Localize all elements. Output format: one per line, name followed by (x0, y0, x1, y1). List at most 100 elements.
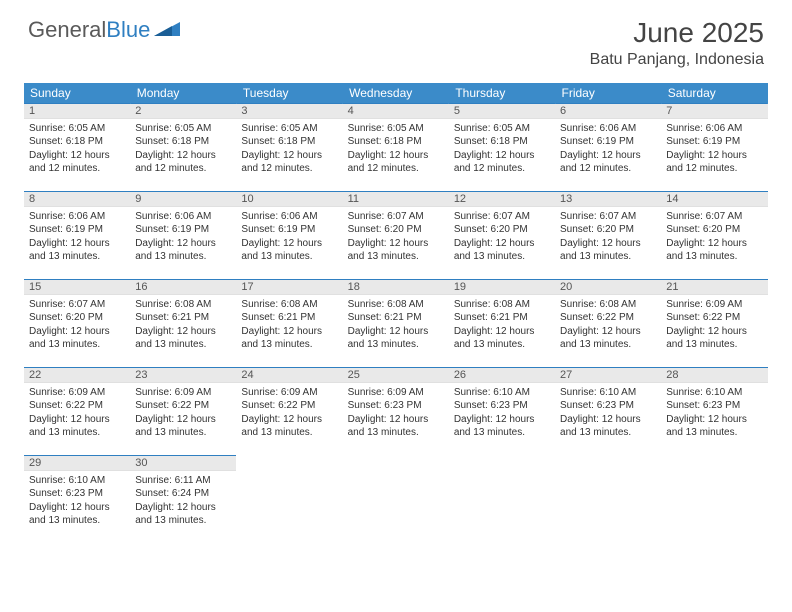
day-number: 14 (661, 192, 767, 207)
calendar-cell: 19Sunrise: 6:08 AMSunset: 6:21 PMDayligh… (449, 279, 555, 367)
logo-word1: General (28, 17, 106, 42)
day-body: Sunrise: 6:07 AMSunset: 6:20 PMDaylight:… (24, 295, 130, 356)
sunrise-line: Sunrise: 6:09 AM (135, 386, 231, 400)
sunrise-line: Sunrise: 6:06 AM (241, 210, 337, 224)
daylight-line: Daylight: 12 hours and 13 minutes. (454, 413, 550, 440)
sunset-line: Sunset: 6:21 PM (454, 311, 550, 325)
day-number: 12 (449, 192, 555, 207)
daylight-line: Daylight: 12 hours and 13 minutes. (135, 237, 231, 264)
calendar-cell: 25Sunrise: 6:09 AMSunset: 6:23 PMDayligh… (343, 367, 449, 455)
daylight-line: Daylight: 12 hours and 13 minutes. (560, 413, 656, 440)
day-body: Sunrise: 6:10 AMSunset: 6:23 PMDaylight:… (449, 383, 555, 444)
sunrise-line: Sunrise: 6:06 AM (560, 122, 656, 136)
daylight-line: Daylight: 12 hours and 13 minutes. (241, 413, 337, 440)
daylight-line: Daylight: 12 hours and 13 minutes. (666, 237, 762, 264)
day-body: Sunrise: 6:08 AMSunset: 6:21 PMDaylight:… (236, 295, 342, 356)
sunset-line: Sunset: 6:21 PM (241, 311, 337, 325)
sunrise-line: Sunrise: 6:10 AM (666, 386, 762, 400)
calendar-cell: 13Sunrise: 6:07 AMSunset: 6:20 PMDayligh… (555, 191, 661, 279)
day-body: Sunrise: 6:10 AMSunset: 6:23 PMDaylight:… (555, 383, 661, 444)
logo-text: GeneralBlue (28, 19, 150, 41)
day-number: 9 (130, 192, 236, 207)
sunrise-line: Sunrise: 6:07 AM (454, 210, 550, 224)
calendar-cell: 7Sunrise: 6:06 AMSunset: 6:19 PMDaylight… (661, 103, 767, 191)
sunset-line: Sunset: 6:20 PM (454, 223, 550, 237)
calendar-cell: 2Sunrise: 6:05 AMSunset: 6:18 PMDaylight… (130, 103, 236, 191)
calendar-cell (449, 455, 555, 543)
daylight-line: Daylight: 12 hours and 13 minutes. (454, 325, 550, 352)
sunrise-line: Sunrise: 6:08 AM (348, 298, 444, 312)
sunset-line: Sunset: 6:21 PM (348, 311, 444, 325)
calendar-week-row: 22Sunrise: 6:09 AMSunset: 6:22 PMDayligh… (24, 367, 768, 455)
weekday-header: Friday (555, 83, 661, 104)
logo-word2: Blue (106, 17, 150, 42)
sunrise-line: Sunrise: 6:10 AM (29, 474, 125, 488)
day-body: Sunrise: 6:09 AMSunset: 6:22 PMDaylight:… (661, 295, 767, 356)
sunrise-line: Sunrise: 6:09 AM (29, 386, 125, 400)
daylight-line: Daylight: 12 hours and 12 minutes. (348, 149, 444, 176)
calendar-cell (555, 455, 661, 543)
sunrise-line: Sunrise: 6:08 AM (241, 298, 337, 312)
day-body: Sunrise: 6:06 AMSunset: 6:19 PMDaylight:… (236, 207, 342, 268)
sunset-line: Sunset: 6:23 PM (454, 399, 550, 413)
day-body: Sunrise: 6:07 AMSunset: 6:20 PMDaylight:… (343, 207, 449, 268)
sunrise-line: Sunrise: 6:06 AM (29, 210, 125, 224)
weekday-header: Monday (130, 83, 236, 104)
day-body: Sunrise: 6:05 AMSunset: 6:18 PMDaylight:… (236, 119, 342, 180)
sunset-line: Sunset: 6:19 PM (241, 223, 337, 237)
day-body: Sunrise: 6:08 AMSunset: 6:21 PMDaylight:… (343, 295, 449, 356)
day-body: Sunrise: 6:08 AMSunset: 6:21 PMDaylight:… (449, 295, 555, 356)
sunset-line: Sunset: 6:18 PM (454, 135, 550, 149)
sunrise-line: Sunrise: 6:06 AM (135, 210, 231, 224)
day-number: 8 (24, 192, 130, 207)
calendar-cell: 14Sunrise: 6:07 AMSunset: 6:20 PMDayligh… (661, 191, 767, 279)
calendar-cell: 29Sunrise: 6:10 AMSunset: 6:23 PMDayligh… (24, 455, 130, 543)
daylight-line: Daylight: 12 hours and 13 minutes. (348, 325, 444, 352)
calendar-cell: 24Sunrise: 6:09 AMSunset: 6:22 PMDayligh… (236, 367, 342, 455)
calendar-week-row: 29Sunrise: 6:10 AMSunset: 6:23 PMDayligh… (24, 455, 768, 543)
sunrise-line: Sunrise: 6:07 AM (29, 298, 125, 312)
day-number: 30 (130, 456, 236, 471)
calendar-cell: 8Sunrise: 6:06 AMSunset: 6:19 PMDaylight… (24, 191, 130, 279)
day-body: Sunrise: 6:09 AMSunset: 6:22 PMDaylight:… (236, 383, 342, 444)
sunset-line: Sunset: 6:19 PM (666, 135, 762, 149)
day-body: Sunrise: 6:07 AMSunset: 6:20 PMDaylight:… (661, 207, 767, 268)
sunset-line: Sunset: 6:22 PM (29, 399, 125, 413)
sunrise-line: Sunrise: 6:11 AM (135, 474, 231, 488)
day-number: 27 (555, 368, 661, 383)
calendar-table: Sunday Monday Tuesday Wednesday Thursday… (24, 83, 768, 544)
daylight-line: Daylight: 12 hours and 12 minutes. (241, 149, 337, 176)
calendar-cell: 23Sunrise: 6:09 AMSunset: 6:22 PMDayligh… (130, 367, 236, 455)
sunset-line: Sunset: 6:20 PM (666, 223, 762, 237)
day-body: Sunrise: 6:06 AMSunset: 6:19 PMDaylight:… (555, 119, 661, 180)
day-body: Sunrise: 6:09 AMSunset: 6:22 PMDaylight:… (24, 383, 130, 444)
calendar-week-row: 8Sunrise: 6:06 AMSunset: 6:19 PMDaylight… (24, 191, 768, 279)
day-body: Sunrise: 6:05 AMSunset: 6:18 PMDaylight:… (130, 119, 236, 180)
calendar-cell: 10Sunrise: 6:06 AMSunset: 6:19 PMDayligh… (236, 191, 342, 279)
daylight-line: Daylight: 12 hours and 12 minutes. (454, 149, 550, 176)
calendar-cell: 27Sunrise: 6:10 AMSunset: 6:23 PMDayligh… (555, 367, 661, 455)
sunset-line: Sunset: 6:18 PM (29, 135, 125, 149)
day-number: 24 (236, 368, 342, 383)
logo: GeneralBlue (28, 18, 180, 41)
month-title: June 2025 (590, 18, 764, 49)
calendar-cell (661, 455, 767, 543)
daylight-line: Daylight: 12 hours and 12 minutes. (560, 149, 656, 176)
calendar-cell: 26Sunrise: 6:10 AMSunset: 6:23 PMDayligh… (449, 367, 555, 455)
sunset-line: Sunset: 6:22 PM (241, 399, 337, 413)
sunset-line: Sunset: 6:23 PM (29, 487, 125, 501)
sunrise-line: Sunrise: 6:06 AM (666, 122, 762, 136)
sunrise-line: Sunrise: 6:05 AM (348, 122, 444, 136)
day-body: Sunrise: 6:10 AMSunset: 6:23 PMDaylight:… (661, 383, 767, 444)
calendar-cell: 22Sunrise: 6:09 AMSunset: 6:22 PMDayligh… (24, 367, 130, 455)
daylight-line: Daylight: 12 hours and 13 minutes. (29, 325, 125, 352)
daylight-line: Daylight: 12 hours and 13 minutes. (29, 501, 125, 528)
day-number: 15 (24, 280, 130, 295)
day-body: Sunrise: 6:07 AMSunset: 6:20 PMDaylight:… (449, 207, 555, 268)
daylight-line: Daylight: 12 hours and 13 minutes. (666, 413, 762, 440)
location: Batu Panjang, Indonesia (590, 51, 764, 69)
daylight-line: Daylight: 12 hours and 13 minutes. (560, 325, 656, 352)
day-body: Sunrise: 6:05 AMSunset: 6:18 PMDaylight:… (449, 119, 555, 180)
calendar-cell: 3Sunrise: 6:05 AMSunset: 6:18 PMDaylight… (236, 103, 342, 191)
day-body: Sunrise: 6:05 AMSunset: 6:18 PMDaylight:… (24, 119, 130, 180)
